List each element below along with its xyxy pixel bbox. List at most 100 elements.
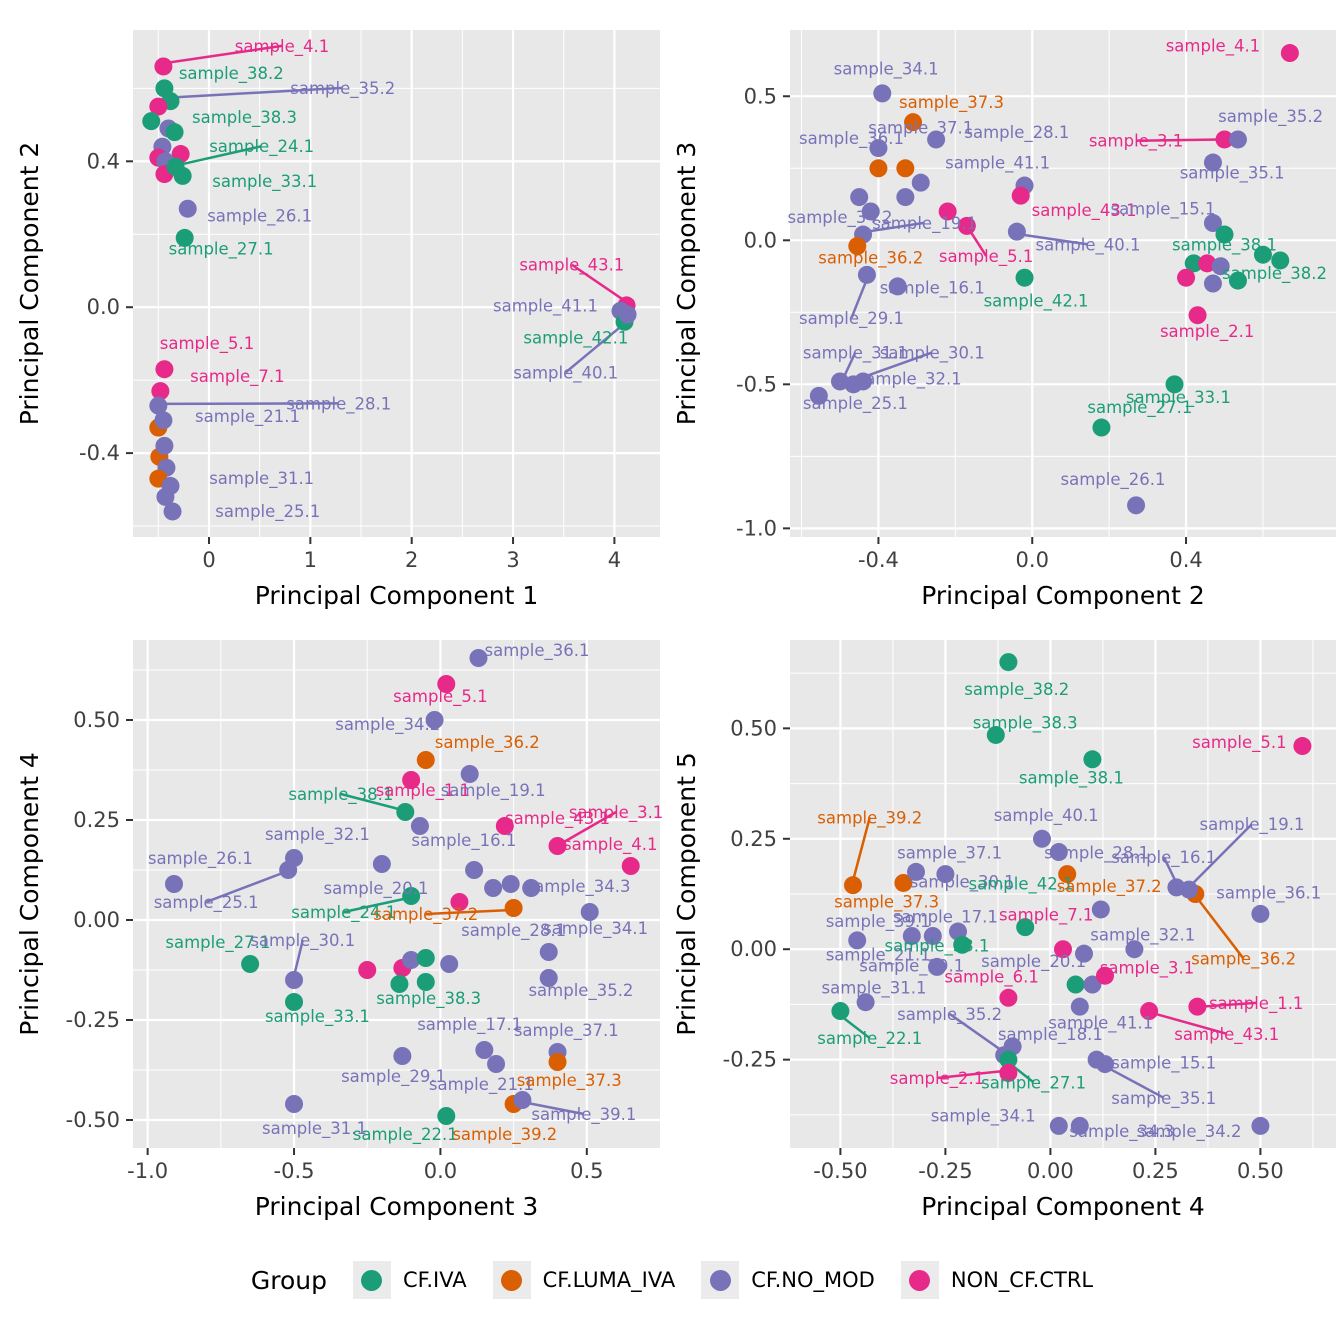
data-point-cf.no_mod <box>484 879 503 897</box>
sample-label: sample_27.1 <box>1087 398 1192 418</box>
sample-label: sample_38.1 <box>288 785 393 805</box>
sample-label: sample_16.1 <box>411 831 516 851</box>
data-point-cf.no_mod <box>164 875 183 893</box>
sample-label: sample_41.1 <box>945 153 1050 173</box>
label-leader-line <box>936 1069 1007 1080</box>
sample-label: sample_3.1 <box>1089 132 1183 152</box>
data-point-cf.no_mod <box>285 1095 304 1113</box>
data-point-cf.no_mod <box>154 411 173 430</box>
y-tick-label: 0.00 <box>73 908 120 932</box>
y-axis-title: Principal Component 2 <box>15 142 44 425</box>
data-point-non_cf.ctrl <box>938 202 957 221</box>
y-tick-label: -1.0 <box>736 516 777 540</box>
data-point-cf.no_mod <box>896 188 915 207</box>
sample-label: sample_26.1 <box>207 206 312 226</box>
sample-label: sample_24.1 <box>291 903 396 923</box>
panel-pc2-vs-pc3: -0.4 0.0 0.4 0.5 0.0 -0.5 -1.0 Principal Compon… <box>672 30 1336 610</box>
y-tick-label: 0.5 <box>744 84 777 108</box>
sample-label: sample_26.1 <box>1060 470 1165 490</box>
data-point-non_cf.ctrl <box>1188 997 1207 1016</box>
data-point-cf.iva <box>1016 918 1035 937</box>
legend-title: Group <box>250 1265 327 1295</box>
x-tick-label: 0.50 <box>1237 1159 1284 1183</box>
y-tick-label: -0.4 <box>79 441 120 465</box>
data-point-cf.no_mod <box>1091 900 1110 919</box>
sample-label: sample_35.2 <box>1218 107 1323 127</box>
y-axis-title: Principal Component 5 <box>672 752 701 1035</box>
data-point-non_cf.ctrl <box>1011 186 1030 205</box>
x-axis-title: Principal Component 4 <box>921 1192 1204 1221</box>
sample-label: sample_43.1 <box>519 256 624 276</box>
data-point-cf.no_mod <box>1203 214 1222 233</box>
label-leader-line <box>343 896 409 914</box>
label-leader-line <box>559 810 617 846</box>
data-point-cf.iva <box>1184 254 1203 273</box>
data-point-cf.iva <box>165 123 184 142</box>
data-point-cf.iva <box>999 1050 1018 1069</box>
data-point-cf.luma_iva <box>844 876 862 895</box>
sample-label: sample_34.2 <box>1137 1122 1242 1142</box>
data-point-cf.no_mod <box>1007 222 1026 241</box>
x-tick-label: 0.0 <box>424 1159 457 1183</box>
sample-label: sample_6.1 <box>944 967 1038 987</box>
sample-label: sample_17.1 <box>893 908 998 928</box>
sample-label: sample_33.1 <box>885 936 990 956</box>
data-point-cf.no_mod <box>854 372 873 391</box>
sample-label: sample_4.1 <box>235 37 329 57</box>
sample-label: sample_20.1 <box>981 952 1086 972</box>
sample-label: sample_37.3 <box>834 892 939 912</box>
sample-label: sample_32.1 <box>857 369 962 389</box>
data-point-cf.no_mod <box>888 277 907 296</box>
data-point-non_cf.ctrl <box>1188 306 1207 325</box>
legend-dot-icon <box>909 1269 931 1291</box>
data-point-cf.no_mod <box>618 305 637 324</box>
sample-label: sample_30.1 <box>880 343 985 363</box>
sample-label: sample_16.1 <box>1111 848 1216 868</box>
label-leader-line <box>564 320 628 374</box>
legend-key <box>492 1261 531 1299</box>
sample-label: sample_22.1 <box>353 1125 458 1145</box>
data-point-cf.iva <box>142 112 161 131</box>
x-tick-label: -0.5 <box>274 1159 315 1183</box>
label-leader-line <box>161 402 339 406</box>
y-tick-label: 0.50 <box>73 708 120 732</box>
sample-label: sample_19.1 <box>1200 815 1305 835</box>
data-point-non_cf.ctrl <box>402 771 421 789</box>
sample-label: sample_7.1 <box>999 906 1093 926</box>
label-leader-line <box>166 44 283 65</box>
legend-label: CF.NO_MOD <box>751 1268 875 1292</box>
sample-label: sample_31.1 <box>262 1119 367 1139</box>
panel-pc1-vs-pc2: 0 1 2 3 4 0.4 0.0 -0.4 Principal Component 1 Prin… <box>15 30 660 610</box>
sample-label: sample_21.1 <box>429 1075 534 1095</box>
data-point-cf.no_mod <box>861 202 880 221</box>
data-point-cf.no_mod <box>1180 880 1198 899</box>
legend: Group CF.IVA CF.LUMA_IVA CF.NO_MOD NON_CF.C… <box>0 1240 1344 1320</box>
label-leader-line <box>1201 1001 1257 1008</box>
label-leader-line <box>340 792 403 812</box>
legend-key <box>701 1261 740 1299</box>
data-point-cf.no_mod <box>927 130 946 149</box>
label-leader-line <box>571 263 625 301</box>
sample-label: sample_39.2 <box>452 1125 557 1145</box>
data-point-non_cf.ctrl <box>1177 268 1196 287</box>
sample-label: sample_38.3 <box>192 108 297 128</box>
data-point-non_cf.ctrl <box>151 382 170 401</box>
data-point-non_cf.ctrl <box>149 97 168 116</box>
data-point-cf.no_mod <box>402 951 421 969</box>
data-point-cf.no_mod <box>907 862 925 881</box>
data-point-cf.iva <box>953 935 972 954</box>
sample-label: sample_36.2 <box>435 733 540 753</box>
panel-pc3-vs-pc4: -1.0 -0.5 0.0 0.5 0.50 0.25 0.00 -0.25 -0.50 Prin… <box>15 640 663 1221</box>
sample-label: sample_40.1 <box>994 806 1099 826</box>
sample-label: sample_35.2 <box>528 981 633 1001</box>
y-tick-label: -0.25 <box>66 1008 120 1032</box>
data-point-cf.iva <box>396 803 415 821</box>
panel-pc4-vs-pc5: -0.50 -0.25 0.00 0.25 0.50 0.50 0.25 0.00 -0.25 P… <box>672 640 1336 1221</box>
data-point-cf.luma_iva <box>894 873 913 892</box>
data-point-cf.iva <box>416 973 435 991</box>
data-point-cf.no_mod <box>425 711 444 729</box>
data-point-cf.iva <box>285 993 304 1011</box>
sample-label: sample_33.1 <box>1126 388 1231 408</box>
x-tick-label: 0.4 <box>1169 548 1202 572</box>
